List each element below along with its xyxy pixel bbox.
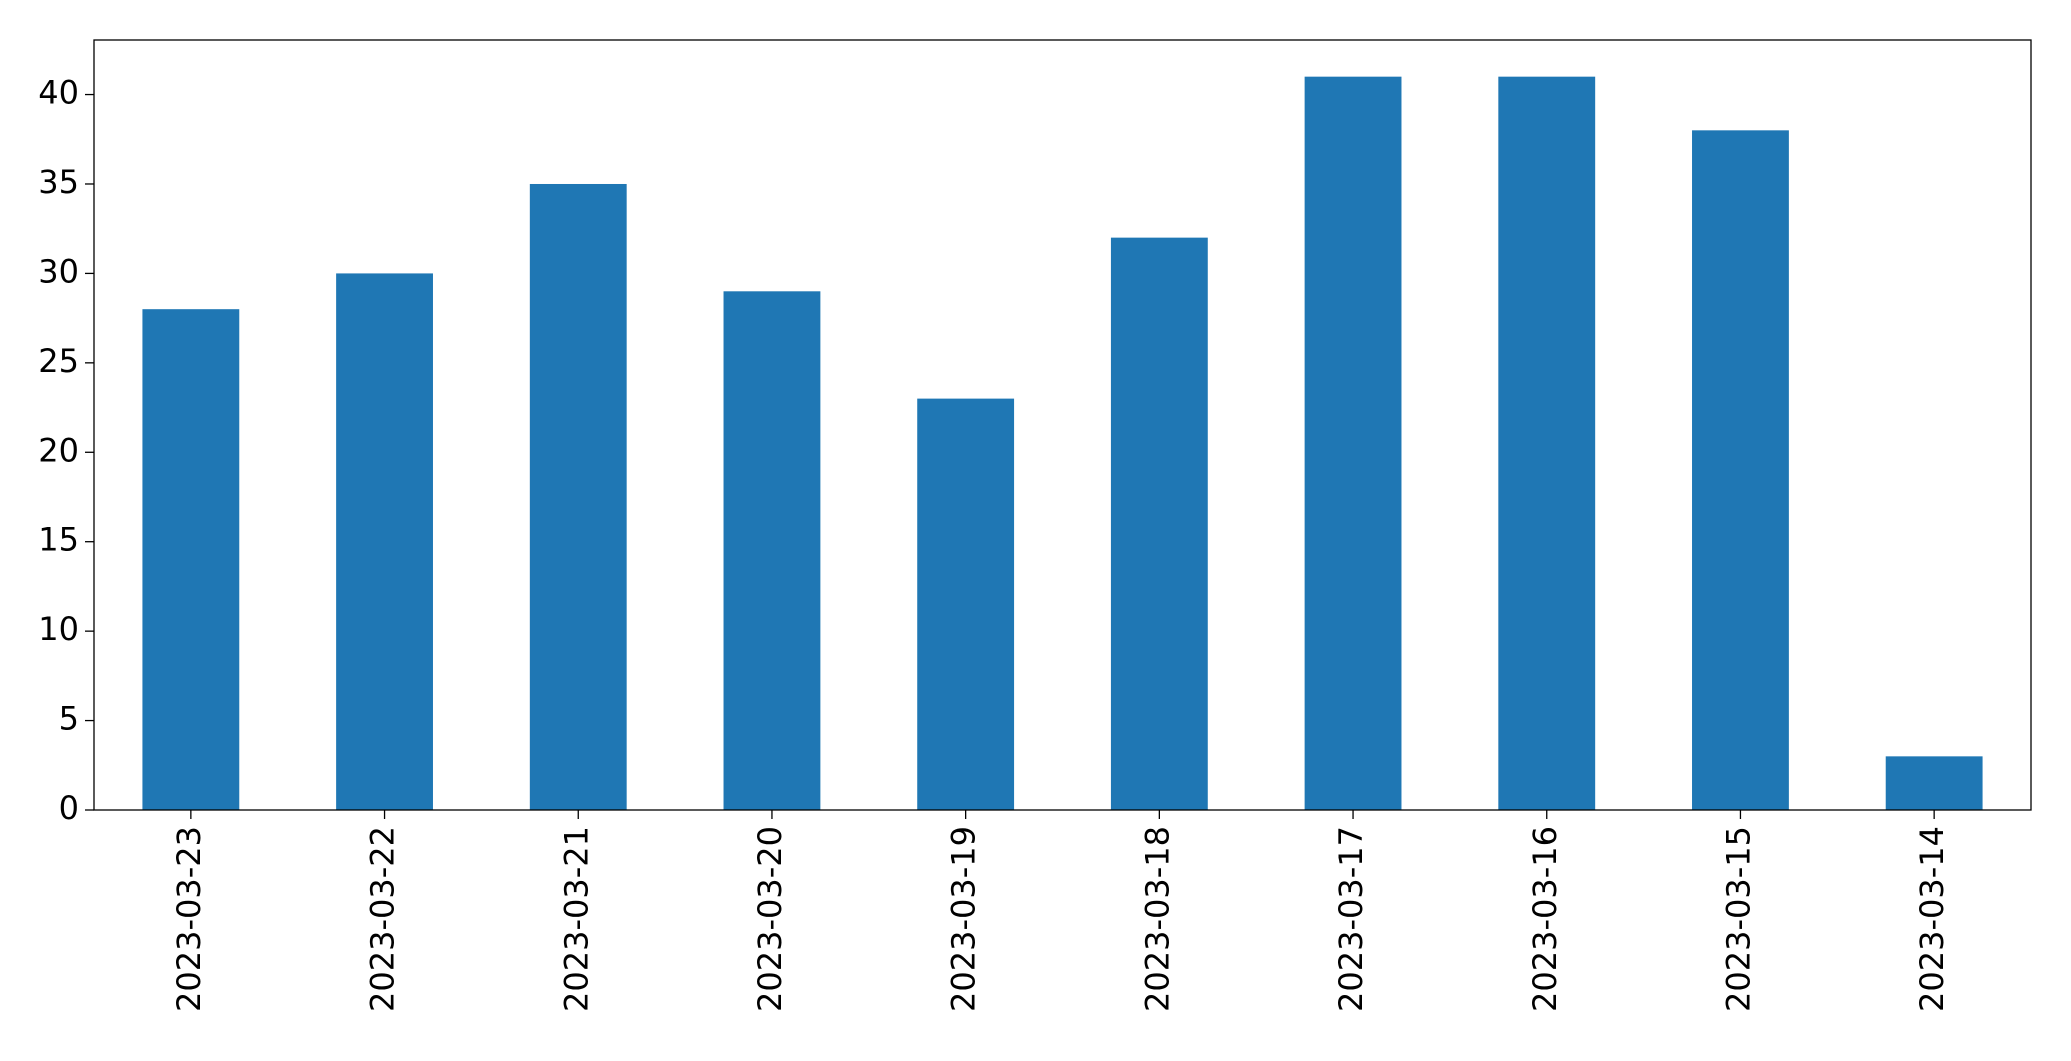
bar — [1304, 76, 1402, 810]
x-tick-label: 2023-03-15 — [1719, 826, 1757, 1012]
x-tick-label: 2023-03-22 — [364, 826, 402, 1012]
x-tick-label: 2023-03-21 — [557, 826, 595, 1012]
plot-frame — [93, 39, 2032, 811]
y-tick-label: 5 — [59, 700, 79, 738]
bar — [336, 273, 433, 810]
y-tick-label: 35 — [38, 163, 79, 201]
x-tick-label: 2023-03-19 — [945, 826, 983, 1012]
y-tick-label: 0 — [59, 789, 79, 827]
x-tick-label: 2023-03-14 — [1913, 826, 1951, 1012]
x-tick-label: 2023-03-20 — [751, 826, 789, 1012]
bar — [1110, 237, 1208, 810]
bar — [529, 183, 627, 810]
y-tick-label: 10 — [38, 610, 79, 648]
y-tick-label: 20 — [38, 431, 79, 469]
x-tick-label: 2023-03-16 — [1526, 826, 1564, 1012]
bar — [142, 309, 240, 810]
bar — [917, 398, 1015, 810]
y-tick-label: 15 — [38, 521, 79, 559]
bar — [723, 291, 821, 811]
x-tick-label: 2023-03-17 — [1332, 826, 1370, 1012]
bar — [1498, 76, 1596, 810]
x-tick-label: 2023-03-18 — [1138, 826, 1176, 1012]
y-tick-label: 25 — [38, 342, 79, 380]
bar — [1692, 130, 1789, 811]
y-tick-label: 30 — [38, 252, 79, 290]
y-tick-label: 40 — [38, 74, 79, 112]
bar — [1885, 756, 1983, 810]
x-tick-label: 2023-03-23 — [170, 826, 208, 1012]
